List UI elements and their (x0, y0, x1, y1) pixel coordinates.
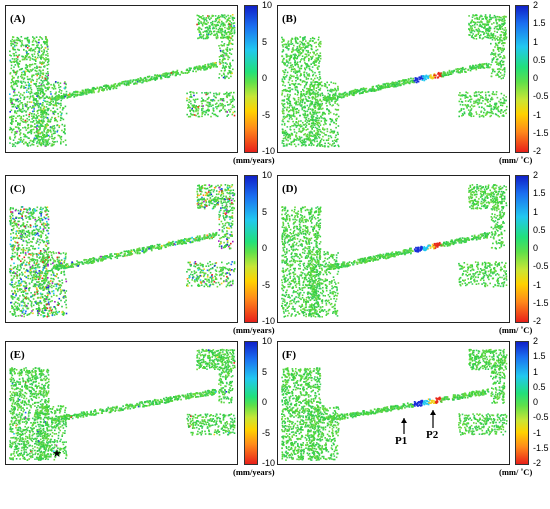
map-panel-e: (E) ★ (5, 341, 238, 465)
panel-label-a: (A) (10, 13, 26, 25)
colorbar-tick: -1 (533, 109, 542, 120)
colorbar-tick: 10 (262, 170, 273, 180)
colorbar-tick: 0 (262, 397, 268, 407)
colorbar-tick: 0 (533, 73, 539, 83)
colorbar-tick: 5 (262, 206, 268, 217)
colorbar-tick: -1 (533, 427, 542, 438)
colorbar-tick: -2 (533, 146, 542, 156)
colorbar-tick: 10 (262, 336, 273, 346)
deformation-map-a (9, 14, 236, 148)
colorbar-tick: -1.5 (533, 442, 549, 453)
colorbar-tick: 0 (533, 243, 539, 253)
colorbar-tick: 0.5 (533, 224, 546, 235)
panel-label-c: (C) (10, 183, 26, 195)
colorbar-tick: 1 (533, 366, 539, 377)
colorbar-tick: 0 (533, 397, 539, 407)
colorbar-tick: -5 (262, 279, 271, 290)
colorbar-tick: -5 (262, 109, 271, 120)
colorbar-unit-label: (mm/years) (233, 467, 275, 477)
panel-label-f: (F) (282, 349, 297, 361)
colorbar-tick: -2 (533, 458, 542, 468)
colorbar-tick: 1 (533, 36, 539, 47)
map-panel-d: (D) (277, 175, 510, 323)
thermal-map-b (281, 14, 508, 148)
colorbar-tick: 5 (262, 366, 268, 377)
panel-label-d: (D) (282, 183, 298, 195)
point-label-p1: P1 (395, 435, 408, 447)
panel-label-e: (E) (10, 349, 25, 361)
colorbar-unit-label: (mm/ ˚C) (499, 325, 533, 335)
point-label-p2: P2 (426, 429, 439, 441)
colorbar-velocity-e (244, 341, 258, 465)
colorbar-tick: 1 (533, 206, 539, 217)
colorbar-tick: 1.5 (533, 18, 546, 29)
colorbar-tick: 1.5 (533, 188, 546, 199)
colorbar-unit-label: (mm/years) (233, 325, 275, 335)
colorbar-velocity-c (244, 175, 258, 323)
colorbar-thermal-f (515, 341, 529, 465)
colorbar-tick: 2 (533, 0, 539, 10)
colorbar-tick: -0.5 (533, 261, 549, 272)
colorbar-tick: -10 (262, 146, 276, 156)
colorbar-tick: -1 (533, 279, 542, 290)
colorbar-tick: 0 (262, 243, 268, 253)
colorbar-tick: 2 (533, 170, 539, 180)
map-panel-a: (A) (5, 5, 238, 153)
star-marker: ★ (52, 448, 62, 460)
map-panel-f: (F) P1 P2 (277, 341, 510, 465)
colorbar-tick: -0.5 (533, 91, 549, 102)
colorbar-tick: -5 (262, 427, 271, 438)
colorbar-tick: -10 (262, 458, 276, 468)
map-panel-c: (C) (5, 175, 238, 323)
colorbar-tick: 2 (533, 336, 539, 346)
colorbar-tick: 10 (262, 0, 273, 10)
colorbar-thermal-d (515, 175, 529, 323)
colorbar-velocity-a (244, 5, 258, 153)
colorbar-unit-label: (mm/years) (233, 155, 275, 165)
colorbar-tick: -10 (262, 316, 276, 326)
colorbar-unit-label: (mm/ ˚C) (499, 467, 533, 477)
colorbar-unit-label: (mm/ ˚C) (499, 155, 533, 165)
panel-label-b: (B) (282, 13, 297, 25)
colorbar-tick: 0.5 (533, 54, 546, 65)
colorbar-tick: 5 (262, 36, 268, 47)
colorbar-thermal-b (515, 5, 529, 153)
deformation-map-e (9, 348, 236, 461)
deformation-map-c (9, 184, 236, 318)
colorbar-tick: 1.5 (533, 351, 546, 362)
colorbar-tick: 0 (262, 73, 268, 83)
map-panel-b: (B) (277, 5, 510, 153)
thermal-map-f (281, 348, 508, 461)
colorbar-tick: -1.5 (533, 297, 549, 308)
colorbar-tick: 0.5 (533, 381, 546, 392)
thermal-map-d (281, 184, 508, 318)
colorbar-tick: -2 (533, 316, 542, 326)
colorbar-tick: -1.5 (533, 127, 549, 138)
colorbar-tick: -0.5 (533, 412, 549, 423)
